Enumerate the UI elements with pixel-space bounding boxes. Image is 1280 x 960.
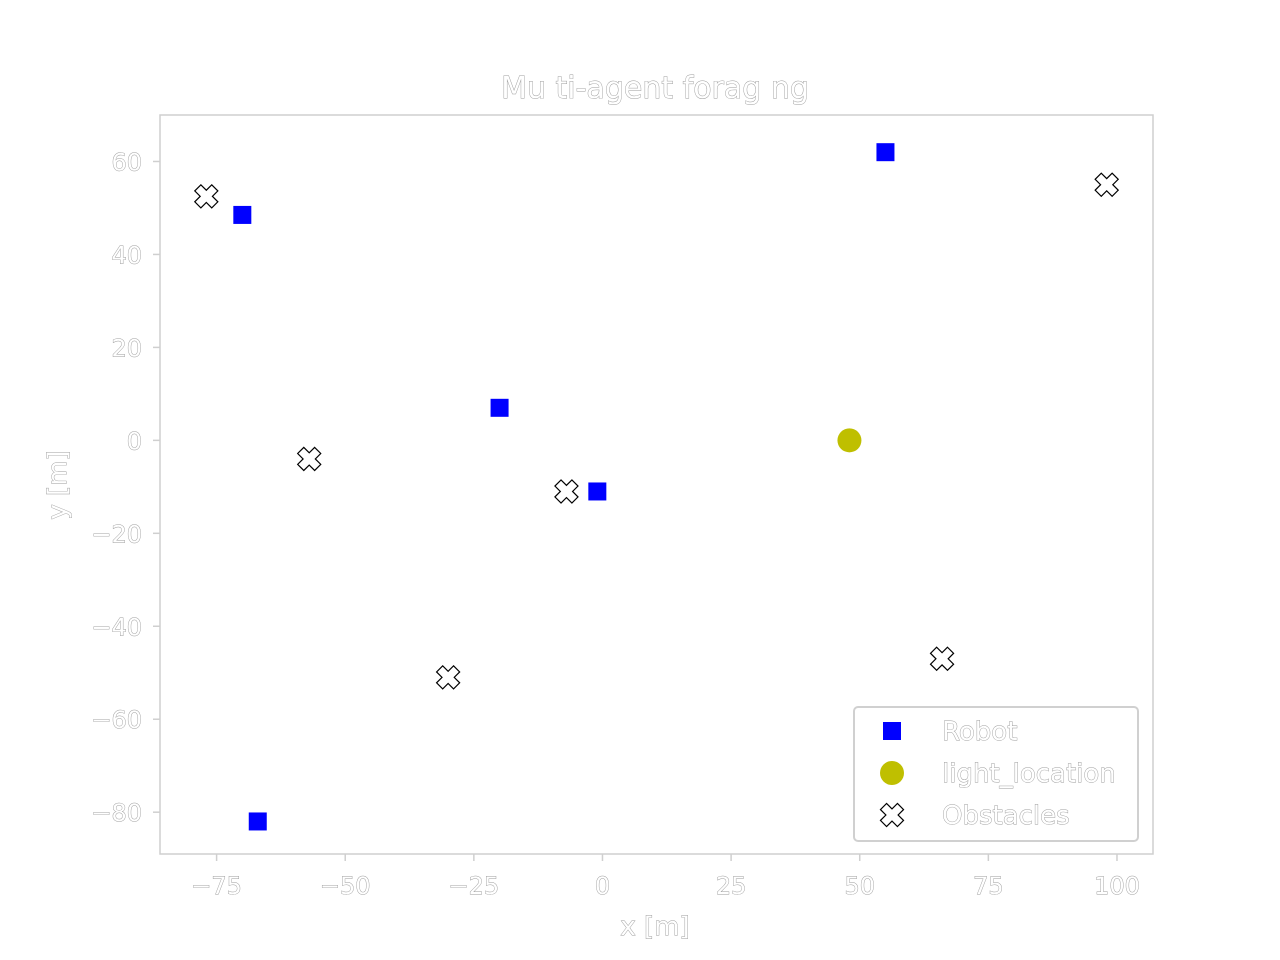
x-axis-label: x [m] (620, 912, 689, 942)
legend-robot-label: Robot (942, 717, 1017, 747)
obstacles-point (435, 664, 461, 690)
x-tick-label: 100 (1094, 872, 1140, 900)
robot-point (233, 205, 252, 224)
legend: Robot light_location Obstacles (853, 706, 1139, 842)
y-tick-label: −20 (91, 520, 142, 548)
y-tick-label: 20 (111, 334, 142, 362)
y-tick-label: −80 (91, 799, 142, 827)
y-axis-label: y [m] (43, 450, 73, 519)
obstacles-point (1094, 172, 1120, 198)
obstacles-point (296, 446, 322, 472)
y-tick-label: 40 (111, 241, 142, 269)
x-tick-label: −75 (191, 872, 242, 900)
legend-box (853, 706, 1139, 842)
x-tick-label: 50 (844, 872, 875, 900)
chart-title: Mu ti-agent forag ng (501, 71, 809, 106)
x-tick-label: −25 (449, 872, 500, 900)
y-tick-label: 0 (127, 427, 142, 455)
obstacles-point (193, 183, 219, 209)
robot-point (876, 143, 895, 162)
x-tick-label: 0 (595, 872, 610, 900)
y-axis-ticks: 60 40 20 0 −20 −40 −60 −80 (91, 148, 160, 828)
y-tick-label: 60 (111, 148, 142, 176)
x-tick-label: 25 (716, 872, 747, 900)
y-tick-label: −40 (91, 613, 142, 641)
obstacles-point (929, 646, 955, 672)
light-location-point (837, 428, 862, 453)
robot-point (248, 812, 267, 831)
legend-robot-swatch (883, 722, 901, 740)
legend-light-location-label: light_location (942, 759, 1116, 789)
robot-point (588, 482, 607, 501)
obstacles-point (554, 479, 579, 504)
y-tick-label: −60 (91, 706, 142, 734)
x-tick-label: −50 (320, 872, 371, 900)
legend-light-location-swatch (880, 761, 904, 785)
legend-obstacles-swatch (879, 802, 905, 828)
x-tick-label: 75 (973, 872, 1004, 900)
robot-point (490, 398, 509, 417)
legend-obstacles-label: Obstacles (942, 801, 1070, 831)
x-axis-ticks: −75 −50 −25 0 25 50 75 100 (191, 854, 1140, 900)
data-markers (193, 143, 1120, 831)
